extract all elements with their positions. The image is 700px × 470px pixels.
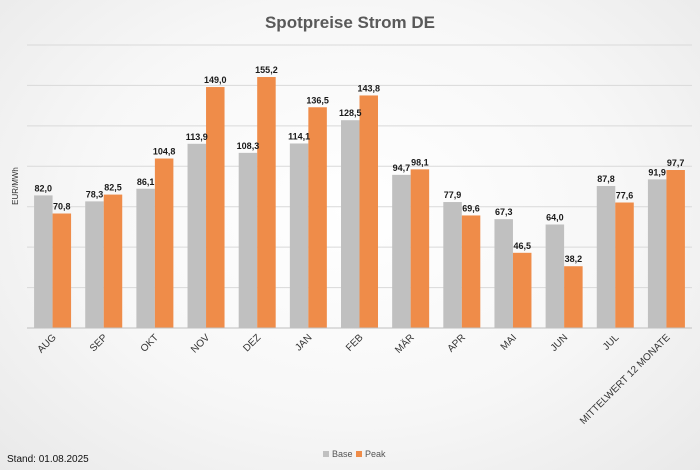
data-label-base-7: 94,7 <box>393 163 411 173</box>
data-label-peak-11: 77,6 <box>616 191 634 201</box>
bar-peak-7 <box>410 169 430 328</box>
bars <box>34 77 685 328</box>
x-tick-label-1: SEP <box>88 332 110 354</box>
bar-peak-3 <box>206 87 225 328</box>
data-labels: 82,070,8 78,382,5 86,1 104,8 113,9 149,0 108,3… <box>35 65 685 264</box>
bar-base-8 <box>443 202 462 328</box>
data-label-peak-3: 149,0 <box>204 75 227 85</box>
bar-peak-12 <box>666 170 685 328</box>
data-label-peak-5: 136,5 <box>306 95 329 105</box>
bar-peak-1 <box>103 194 123 328</box>
stand-date: Stand: 01.08.2025 <box>7 454 89 465</box>
x-tick-label-9: MAI <box>499 332 519 352</box>
bar-base-6 <box>341 120 360 328</box>
data-label-peak-0: 70,8 <box>53 202 71 212</box>
bar-base-10 <box>545 224 565 328</box>
x-tick-label-6: FEB <box>344 332 366 354</box>
x-tick-label-0: AUG <box>36 332 59 355</box>
data-label-peak-4: 155,2 <box>255 65 278 75</box>
x-tick-label-4: DEZ <box>241 332 263 354</box>
bar-peak-4 <box>257 77 276 328</box>
data-label-base-12: 91,9 <box>648 167 666 177</box>
x-axis-tick-labels: AUG SEP OKT NOV DEZ JAN FEB MÄR APR MAI JUN JULMITT… <box>36 332 673 427</box>
data-label-base-11: 87,8 <box>597 174 615 184</box>
data-label-base-4: 108,3 <box>237 141 260 151</box>
bar-peak-5 <box>308 107 327 328</box>
x-tick-label-2: OKT <box>139 332 161 354</box>
bar-peak-0 <box>52 213 72 328</box>
bar-peak-6 <box>359 95 378 328</box>
data-label-base-10: 64,0 <box>546 213 564 223</box>
data-label-base-0: 82,0 <box>35 183 53 193</box>
y-axis-label: EUR/MWh <box>11 167 20 205</box>
bar-base-9 <box>494 219 513 328</box>
bar-base-2 <box>136 188 155 328</box>
legend-swatch-base <box>323 451 329 457</box>
data-label-base-3: 113,9 <box>186 132 208 142</box>
bar-peak-8 <box>461 215 481 328</box>
data-label-peak-10: 38,2 <box>565 254 583 264</box>
bar-base-5 <box>289 143 309 328</box>
x-tick-label-3: NOV <box>189 332 212 355</box>
x-tick-label-11: JUL <box>601 332 622 353</box>
bar-base-7 <box>392 174 411 328</box>
bar-base-4 <box>238 152 258 328</box>
bar-peak-11 <box>615 202 634 328</box>
bar-peak-10 <box>564 266 583 328</box>
data-label-base-5: 114,1 <box>288 131 310 141</box>
bar-base-3 <box>187 143 207 328</box>
chart-title: Spotpreise Strom DE <box>265 13 435 32</box>
bar-base-11 <box>596 186 616 328</box>
data-label-base-6: 128,5 <box>339 108 362 118</box>
data-label-peak-8: 69,6 <box>462 203 480 213</box>
bar-base-0 <box>34 195 53 328</box>
data-label-peak-7: 98,1 <box>411 157 429 167</box>
bar-base-1 <box>85 201 104 328</box>
data-label-base-8: 77,9 <box>444 190 462 200</box>
data-label-base-1: 78,3 <box>86 189 104 199</box>
data-label-peak-1: 82,5 <box>104 183 122 193</box>
x-tick-label-5: JAN <box>293 332 314 353</box>
x-tick-label-12: MITTELWERT 12 MONATE <box>578 332 673 427</box>
x-tick-label-8: APR <box>446 332 468 354</box>
data-label-peak-6: 143,8 <box>357 83 380 93</box>
data-label-base-9: 67,3 <box>495 207 513 217</box>
bar-base-12 <box>647 179 667 328</box>
data-label-peak-2: 104,8 <box>153 147 176 157</box>
bar-peak-2 <box>154 158 174 328</box>
data-label-peak-12: 97,7 <box>667 158 685 168</box>
bar-peak-9 <box>512 252 532 328</box>
legend: Base Peak <box>323 449 386 459</box>
data-label-peak-9: 46,5 <box>513 241 531 251</box>
data-label-base-2: 86,1 <box>137 177 155 187</box>
x-tick-label-10: JUN <box>549 332 571 354</box>
legend-label-base: Base <box>332 449 353 459</box>
legend-label-peak: Peak <box>365 449 386 459</box>
x-tick-label-7: MÄR <box>393 332 417 356</box>
legend-swatch-peak <box>356 451 362 457</box>
